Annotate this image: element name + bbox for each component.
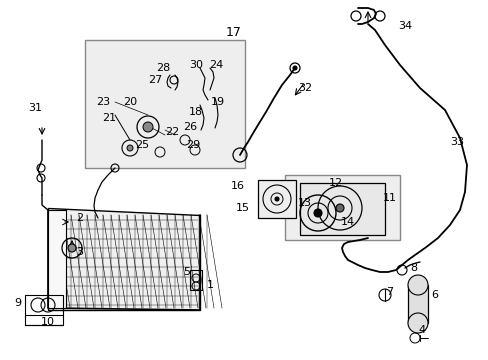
Circle shape	[292, 66, 296, 70]
Text: 5: 5	[183, 267, 190, 277]
Text: 17: 17	[225, 26, 242, 39]
Text: 27: 27	[147, 75, 162, 85]
Circle shape	[274, 197, 279, 201]
Text: 23: 23	[96, 97, 110, 107]
Circle shape	[313, 209, 321, 217]
Text: 6: 6	[430, 290, 438, 300]
Text: 9: 9	[15, 298, 21, 308]
Text: 4: 4	[418, 325, 425, 335]
Text: 12: 12	[328, 178, 343, 188]
Text: 31: 31	[28, 103, 42, 113]
Text: 1: 1	[206, 280, 213, 290]
Bar	[190, 270, 202, 290]
Circle shape	[68, 244, 76, 252]
Text: 3: 3	[76, 247, 83, 257]
Text: 25: 25	[135, 140, 149, 150]
Text: 19: 19	[210, 97, 224, 107]
Bar	[85, 40, 244, 168]
Circle shape	[407, 313, 427, 333]
Bar	[299, 183, 384, 235]
Text: 7: 7	[386, 287, 393, 297]
Text: 33: 33	[449, 137, 463, 147]
Text: 18: 18	[188, 107, 203, 117]
Text: 24: 24	[208, 60, 223, 70]
Text: 8: 8	[409, 263, 417, 273]
Text: 30: 30	[189, 60, 203, 70]
Text: 26: 26	[183, 122, 197, 132]
Bar	[285, 175, 399, 240]
Text: 32: 32	[297, 83, 311, 93]
Circle shape	[335, 204, 343, 212]
Circle shape	[127, 145, 133, 151]
Circle shape	[407, 275, 427, 295]
Text: 22: 22	[164, 127, 179, 137]
Text: 28: 28	[156, 63, 170, 73]
Text: 10: 10	[41, 317, 55, 327]
Bar	[25, 295, 63, 325]
Bar	[407, 285, 427, 323]
Text: 29: 29	[185, 140, 200, 150]
Text: 16: 16	[230, 181, 244, 191]
Bar	[48, 210, 66, 308]
Text: 14: 14	[340, 217, 354, 227]
Polygon shape	[48, 208, 200, 310]
Text: 21: 21	[102, 113, 116, 123]
Bar	[258, 180, 295, 218]
Text: 34: 34	[397, 21, 411, 31]
Text: 20: 20	[122, 97, 137, 107]
Text: 2: 2	[76, 213, 83, 223]
Text: 15: 15	[236, 203, 249, 213]
Text: 13: 13	[297, 198, 311, 208]
Text: 11: 11	[382, 193, 396, 203]
Circle shape	[142, 122, 153, 132]
